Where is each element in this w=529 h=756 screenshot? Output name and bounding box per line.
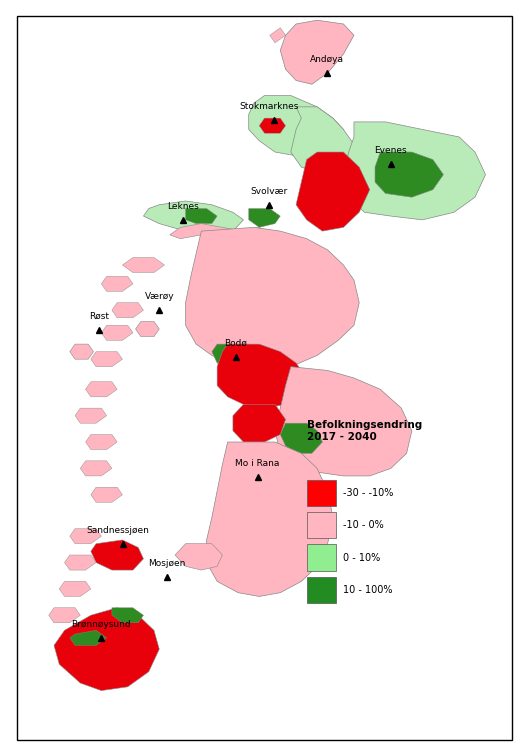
Polygon shape — [70, 631, 107, 646]
Polygon shape — [186, 209, 217, 224]
Polygon shape — [175, 544, 222, 570]
Text: Evenes: Evenes — [375, 146, 407, 155]
Text: Bodø: Bodø — [224, 339, 247, 348]
Polygon shape — [259, 118, 286, 133]
Polygon shape — [143, 201, 243, 235]
Text: 10 - 100%: 10 - 100% — [343, 585, 393, 595]
Bar — [307, 577, 335, 603]
Text: -10 - 0%: -10 - 0% — [343, 520, 384, 530]
Polygon shape — [296, 152, 370, 231]
Polygon shape — [86, 382, 117, 397]
Text: Brønnøysund: Brønnøysund — [71, 620, 131, 629]
Polygon shape — [343, 122, 486, 220]
Text: -30 - -10%: -30 - -10% — [343, 488, 394, 498]
Polygon shape — [65, 555, 96, 570]
Polygon shape — [122, 258, 165, 273]
Polygon shape — [59, 581, 91, 596]
Polygon shape — [112, 608, 143, 623]
Polygon shape — [207, 442, 333, 596]
Text: Befolkningsendring
2017 - 2040: Befolkningsendring 2017 - 2040 — [307, 420, 422, 442]
Polygon shape — [135, 321, 159, 336]
Polygon shape — [233, 404, 286, 442]
Polygon shape — [91, 540, 143, 570]
Bar — [307, 544, 335, 571]
Polygon shape — [70, 528, 102, 544]
Text: Andøya: Andøya — [309, 55, 344, 64]
Polygon shape — [70, 344, 94, 359]
Polygon shape — [86, 435, 117, 450]
Polygon shape — [54, 608, 159, 690]
Polygon shape — [102, 325, 133, 340]
Polygon shape — [280, 20, 354, 84]
Text: Svolvær: Svolvær — [250, 187, 287, 196]
Bar — [307, 480, 335, 506]
Polygon shape — [375, 152, 443, 197]
Polygon shape — [212, 344, 264, 370]
Polygon shape — [170, 224, 264, 243]
Polygon shape — [249, 209, 280, 228]
Text: Mosjøen: Mosjøen — [149, 559, 186, 568]
Polygon shape — [275, 367, 412, 476]
Text: Stokmarknes: Stokmarknes — [239, 102, 298, 111]
Polygon shape — [280, 423, 322, 454]
Polygon shape — [91, 352, 122, 367]
Polygon shape — [91, 487, 122, 502]
Text: Værøy: Værøy — [144, 292, 174, 301]
Polygon shape — [186, 228, 359, 370]
Text: Mo i Rana: Mo i Rana — [235, 460, 280, 469]
Polygon shape — [49, 608, 80, 623]
Bar — [307, 512, 335, 538]
Polygon shape — [291, 107, 359, 175]
Polygon shape — [75, 408, 107, 423]
Polygon shape — [249, 95, 343, 156]
Text: Leknes: Leknes — [167, 202, 199, 211]
Polygon shape — [217, 344, 307, 408]
Polygon shape — [112, 302, 143, 318]
Polygon shape — [270, 28, 286, 43]
Text: Røst: Røst — [89, 311, 110, 321]
Polygon shape — [80, 461, 112, 476]
Text: Sandnessjøen: Sandnessjøen — [87, 525, 150, 534]
Text: 0 - 10%: 0 - 10% — [343, 553, 381, 562]
Polygon shape — [102, 276, 133, 291]
